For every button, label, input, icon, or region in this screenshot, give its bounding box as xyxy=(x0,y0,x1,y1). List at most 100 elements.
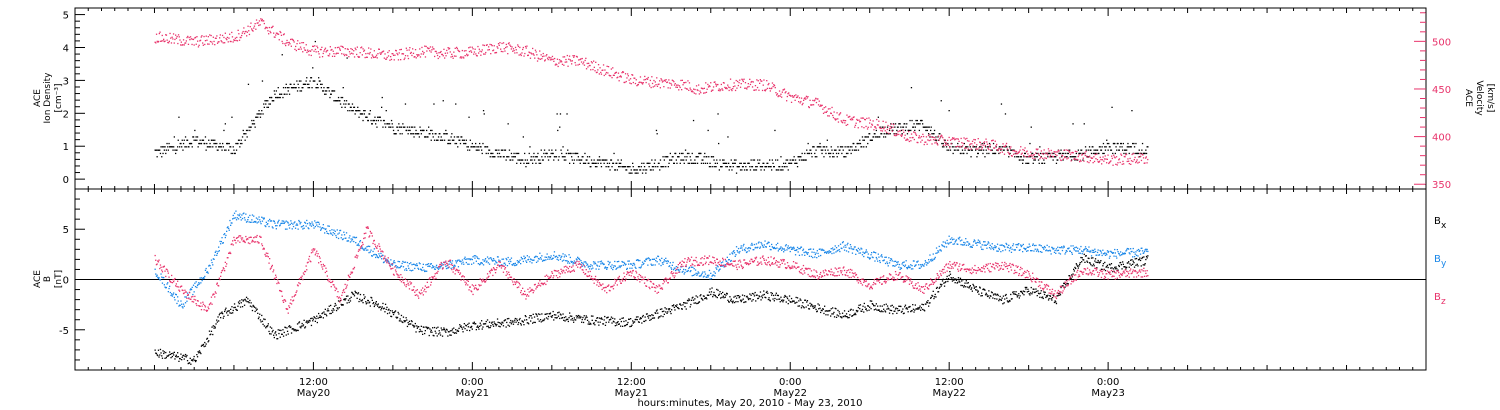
density-point xyxy=(716,162,718,164)
velocity-point xyxy=(157,41,159,43)
density-point xyxy=(172,149,174,151)
velocity-point xyxy=(954,139,956,141)
velocity-point xyxy=(1057,151,1059,153)
density-point xyxy=(167,149,169,151)
velocity-point xyxy=(225,37,227,40)
bx-point xyxy=(875,303,877,305)
bx-point xyxy=(456,330,458,332)
density-point xyxy=(437,139,439,141)
density-point xyxy=(484,146,487,148)
by-point xyxy=(243,212,245,214)
magnetic-field-panel: -505 ACE B [nT] B x B y B z xyxy=(33,188,1447,371)
density-point xyxy=(477,149,479,151)
by-point xyxy=(274,222,276,224)
bx-point xyxy=(160,352,162,354)
velocity-point xyxy=(189,36,192,38)
density-point xyxy=(257,116,259,118)
velocity-point xyxy=(263,22,265,25)
bx-point xyxy=(675,305,677,308)
density-point xyxy=(358,116,360,118)
velocity-point xyxy=(377,53,379,55)
density-point xyxy=(1010,149,1012,151)
by-point xyxy=(362,248,364,250)
density-point xyxy=(307,87,309,89)
by-point xyxy=(276,225,278,227)
velocity-point xyxy=(436,54,439,57)
bx-point xyxy=(946,275,948,278)
velocity-point xyxy=(243,32,246,35)
density-point xyxy=(433,139,436,141)
by-point xyxy=(402,260,404,263)
density-point xyxy=(485,152,487,155)
density-point xyxy=(1030,126,1032,128)
by-point xyxy=(463,263,465,265)
velocity-point xyxy=(199,40,201,42)
velocity-point xyxy=(739,79,741,81)
bx-point xyxy=(647,315,649,318)
density-point xyxy=(804,159,807,161)
bx-point xyxy=(303,319,305,321)
velocity-point xyxy=(439,56,441,58)
by-point xyxy=(398,261,401,263)
bx-point xyxy=(694,298,696,300)
velocity-point xyxy=(220,40,222,42)
bx-point xyxy=(488,327,490,329)
velocity-point xyxy=(346,54,348,56)
density-point xyxy=(1066,156,1068,158)
bx-point xyxy=(518,319,520,321)
bx-point xyxy=(735,297,738,299)
velocity-point xyxy=(1081,154,1083,156)
bx-point xyxy=(631,324,633,326)
velocity-point xyxy=(661,79,663,81)
bx-point xyxy=(336,307,338,309)
velocity-point xyxy=(374,56,376,58)
by-point xyxy=(160,273,162,275)
bx-point xyxy=(348,301,350,304)
velocity-point xyxy=(353,56,356,58)
bx-point xyxy=(177,356,179,358)
velocity-point xyxy=(979,141,981,143)
density-point xyxy=(193,139,195,141)
bx-point xyxy=(489,326,491,329)
velocity-point xyxy=(991,140,993,142)
velocity-point xyxy=(283,33,285,35)
velocity-point xyxy=(266,27,268,29)
velocity-point xyxy=(976,144,978,146)
bx-point xyxy=(214,325,216,328)
bx-point xyxy=(264,318,266,321)
density-point xyxy=(1059,152,1061,155)
density-point xyxy=(798,159,801,161)
by-point xyxy=(165,286,167,289)
density-point xyxy=(982,152,984,155)
density-point xyxy=(204,136,207,138)
velocity-point xyxy=(863,127,865,129)
bx-point xyxy=(955,278,957,280)
bx-point xyxy=(714,295,716,297)
velocity-point xyxy=(466,55,468,57)
density-point xyxy=(989,146,991,148)
density-point xyxy=(182,149,184,151)
velocity-point xyxy=(717,83,719,86)
velocity-point xyxy=(1074,157,1076,160)
density-point xyxy=(600,162,602,164)
velocity-point xyxy=(720,89,722,91)
velocity-point xyxy=(937,144,939,146)
bx-point xyxy=(569,315,571,317)
bx-point xyxy=(927,300,929,302)
bx-point xyxy=(200,345,203,347)
velocity-point xyxy=(1014,150,1016,152)
density-point xyxy=(1055,156,1057,158)
velocity-point xyxy=(1140,155,1142,157)
density-point xyxy=(860,146,862,148)
by-point xyxy=(380,252,382,254)
velocity-point xyxy=(725,87,727,89)
velocity-point xyxy=(611,77,613,79)
density-point xyxy=(563,156,565,158)
bx-point xyxy=(404,320,407,322)
bx-point xyxy=(569,312,571,314)
bx-point xyxy=(1139,259,1142,262)
bx-point xyxy=(532,313,534,315)
bx-point xyxy=(451,330,453,332)
bx-point xyxy=(1103,268,1105,270)
density-point xyxy=(667,156,669,158)
